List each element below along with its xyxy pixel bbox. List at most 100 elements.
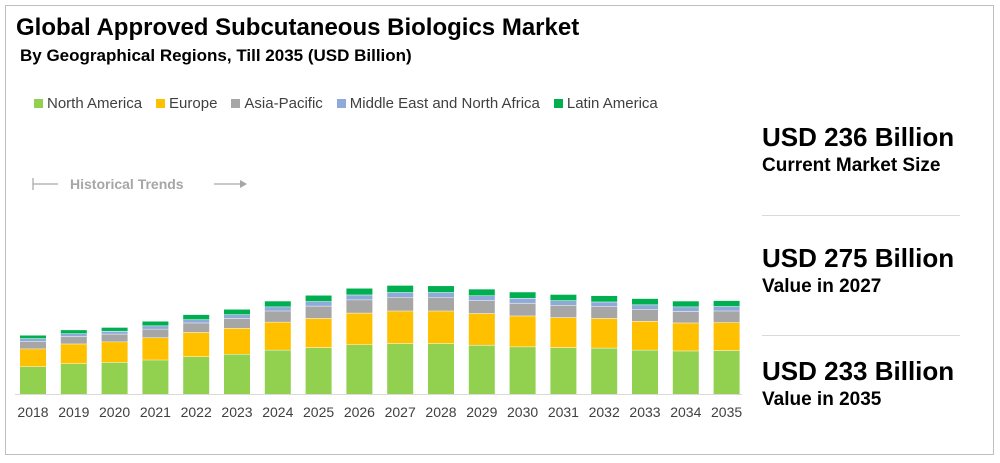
chart-title: Global Approved Subcutaneous Biologics M… — [16, 14, 580, 41]
bar-segment — [672, 322, 699, 351]
x-tick-label: 2032 — [589, 404, 620, 420]
bar-segment — [550, 317, 577, 348]
bar-segment — [264, 349, 291, 394]
bar-segment — [509, 298, 536, 303]
x-tick-label: 2024 — [262, 404, 293, 420]
bar-segment — [183, 319, 210, 323]
bar-segment — [20, 338, 46, 342]
bar-segment — [591, 347, 618, 394]
stat-divider — [762, 335, 960, 336]
trend-arrow-head — [240, 180, 247, 188]
bar-segment — [632, 349, 658, 394]
bar-segment — [183, 356, 210, 394]
stat-2035-value: USD 233 Billion — [762, 356, 955, 386]
bar-segment — [509, 346, 536, 394]
bar-segment — [142, 328, 169, 338]
bar-segment — [224, 309, 250, 315]
bar-segment — [468, 344, 495, 394]
bar-segment — [591, 318, 618, 348]
legend-swatch — [34, 99, 43, 108]
chart-subtitle: By Geographical Regions, Till 2035 (USD … — [20, 46, 412, 65]
legend-item: Latin America — [553, 95, 658, 112]
legend-label: Asia-Pacific — [244, 95, 323, 112]
legend-swatch — [553, 99, 563, 108]
bar-segment — [101, 327, 128, 331]
stat-2035: USD 233 Billion Value in 2035 — [762, 356, 992, 411]
bar-segment — [305, 318, 332, 348]
legend-swatch — [336, 99, 346, 108]
bar-segment — [713, 350, 740, 394]
bar-segment — [428, 286, 454, 293]
bar-segment — [387, 310, 414, 344]
stat-2027-label: Value in 2027 — [762, 276, 882, 297]
bar-segment — [387, 285, 414, 293]
bar-segment — [387, 343, 414, 394]
bar-segment — [305, 305, 332, 319]
bar-segment — [142, 337, 169, 360]
x-tick-label: 2035 — [711, 404, 742, 420]
stat-2035-label: Value in 2035 — [762, 389, 882, 410]
x-tick-label: 2020 — [99, 404, 130, 420]
stat-2027-value: USD 275 Billion — [762, 243, 955, 273]
bar-segment — [672, 306, 699, 312]
bar-segment — [183, 314, 210, 320]
x-tick-label: 2021 — [140, 404, 171, 420]
x-tick-label: 2023 — [221, 404, 252, 420]
bar-segment — [20, 335, 46, 339]
stat-divider — [762, 215, 960, 216]
bar-segment — [591, 306, 618, 319]
bar-segment — [101, 333, 128, 342]
bar-segment — [428, 297, 454, 311]
bar-segment — [509, 292, 536, 299]
bar-segment — [346, 288, 373, 295]
legend-label: Latin America — [566, 95, 658, 112]
bar-segment — [713, 306, 740, 311]
bar-segment — [632, 304, 658, 310]
bar-segment — [224, 354, 250, 394]
legend-item: Asia-Pacific — [231, 95, 323, 112]
bar-segment — [101, 362, 128, 394]
bar-segment — [713, 300, 740, 307]
bar-segment — [20, 366, 46, 394]
bar-segment — [387, 297, 414, 311]
bar-segment — [142, 359, 169, 394]
bar-segment — [468, 295, 495, 301]
bar-segment — [672, 311, 699, 323]
bar-segment — [264, 301, 291, 307]
x-tick-label: 2033 — [629, 404, 660, 420]
bar-segment — [60, 333, 87, 337]
bar-segment — [60, 330, 87, 334]
bar-segment — [346, 312, 373, 345]
legend-item: Europe — [156, 95, 217, 112]
bar-segment — [224, 314, 250, 319]
bar-segment — [305, 347, 332, 394]
bar-segment — [468, 313, 495, 345]
bar-segment — [305, 295, 332, 302]
bar-segment — [305, 301, 332, 306]
x-tick-label: 2018 — [17, 404, 48, 420]
x-tick-label: 2028 — [425, 404, 456, 420]
x-tick-label: 2022 — [181, 404, 212, 420]
legend-label: North America — [47, 95, 143, 112]
bar-segment — [509, 315, 536, 347]
x-tick-label: 2031 — [548, 404, 579, 420]
bar-segment — [550, 300, 577, 306]
x-tick-label: 2030 — [507, 404, 538, 420]
bar-segment — [713, 322, 740, 351]
bar-segment — [591, 295, 618, 302]
chart-legend: North America Europe Asia-Pacific Middle Ea… — [34, 95, 658, 112]
bar-segment — [428, 310, 454, 344]
bar-segment — [672, 350, 699, 394]
bar-segment — [264, 321, 291, 350]
bar-segment — [468, 289, 495, 296]
stat-current: USD 236 Billion Current Market Size — [762, 122, 992, 177]
legend-swatch — [156, 99, 166, 108]
bar-segment — [713, 310, 740, 323]
bar-segment — [20, 341, 46, 349]
bar-segment — [550, 294, 577, 301]
bar-segment — [632, 321, 658, 350]
bar-segment — [346, 344, 373, 394]
bar-segment — [183, 322, 210, 333]
bar-segment — [550, 347, 577, 394]
stat-current-value: USD 236 Billion — [762, 122, 955, 152]
